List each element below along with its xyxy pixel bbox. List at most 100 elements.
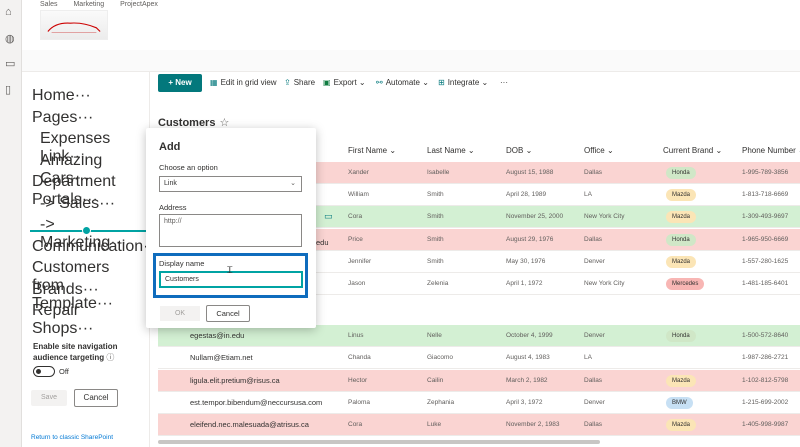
nav-item[interactable]: Department Portals··· (32, 173, 135, 209)
more-options-icon[interactable]: ··· (99, 195, 116, 212)
new-button[interactable]: + New (158, 74, 202, 92)
news-icon[interactable]: ▭ (5, 58, 16, 70)
column-header-phone-number[interactable]: Phone Number ⌄ (742, 146, 800, 155)
table-row[interactable]: Jason Zelenia April 1, 1972 New York City Me… (158, 273, 800, 295)
cell-phone: 1-813-718-6669 (742, 191, 789, 198)
more-options-icon[interactable]: ··· (69, 148, 86, 165)
column-header-first-name[interactable]: First Name ⌄ (348, 146, 397, 155)
table-row[interactable]: egestas@in.edu Linus Nelle October 4, 1999 D… (158, 325, 800, 347)
cell-office: Denver (584, 399, 605, 406)
more-options-icon[interactable]: ··· (74, 87, 91, 104)
edit-grid-button[interactable]: ▦ Edit in grid view (210, 78, 277, 87)
audience-targeting-toggle[interactable] (33, 366, 55, 377)
cell-first-name: Xander (348, 169, 369, 176)
column-header-current-brand[interactable]: Current Brand ⌄ (663, 146, 723, 155)
document-icon[interactable]: ▯ (5, 84, 12, 96)
home-icon[interactable]: ⌂ (5, 6, 12, 18)
chevron-down-icon: ⌄ (290, 180, 296, 187)
column-header-last-name[interactable]: Last Name ⌄ (427, 146, 475, 155)
more-actions-button[interactable]: ··· (500, 78, 508, 87)
nav-item[interactable]: Expenses Link··· (40, 130, 135, 166)
table-row[interactable]: Price Smith August 29, 1976 Dallas Honda 1-96… (158, 229, 800, 251)
nav-item[interactable]: Customers from Template··· (32, 259, 135, 313)
nav-item-label: Expenses Link (40, 130, 111, 165)
nav-insert-point[interactable] (82, 226, 91, 235)
cell-email: est.tempor.bibendum@neccursusa.com (190, 398, 323, 407)
nav-item[interactable]: Brands··· (32, 281, 135, 299)
table-row[interactable]: ligula.elit.pretium@risus.ca Hector Cailin… (158, 370, 800, 392)
comment-icon[interactable]: ▭ (324, 211, 333, 221)
more-options-icon[interactable]: ··· (77, 320, 94, 337)
nav-item-label: Pages (32, 109, 78, 126)
integrate-button[interactable]: ⊞ Integrate ⌄ (438, 78, 489, 87)
nav-item[interactable]: -> Sales··· (40, 195, 135, 213)
ok-button[interactable]: OK (160, 306, 200, 321)
export-button[interactable]: ▣ Export ⌄ (323, 78, 366, 87)
address-label: Address (159, 203, 187, 212)
cell-dob: November 2, 1983 (506, 421, 560, 428)
cell-last-name: Giacomo (427, 354, 454, 361)
cell-phone: 1-965-950-6669 (742, 236, 789, 243)
table-row[interactable]: Xander Isabelle August 15, 1988 Dallas Honda… (158, 162, 800, 184)
column-header-dob[interactable]: DOB ⌄ (506, 146, 533, 155)
nav-item[interactable]: Communication··· (32, 238, 159, 256)
cell-email: ligula.elit.pretium@risus.ca (190, 376, 280, 385)
share-button[interactable]: ⇪ Share (284, 78, 316, 87)
cell-first-name: William (348, 191, 369, 198)
nav-item-label: Communication (32, 238, 144, 255)
more-options-icon[interactable]: ··· (82, 281, 99, 298)
address-input[interactable]: http:// (159, 214, 302, 247)
return-classic-link[interactable]: Return to classic SharePoint (31, 434, 114, 441)
more-options-icon[interactable]: ··· (96, 295, 113, 312)
cell-last-name: Nelle (427, 332, 442, 339)
nav-item[interactable]: Home··· (32, 87, 135, 105)
display-name-label: Display name (159, 259, 205, 268)
globe-icon[interactable]: ◍ (5, 33, 15, 45)
site-logo[interactable] (40, 10, 108, 40)
cell-first-name: Price (348, 236, 363, 243)
audience-targeting-title: Enable site navigation audience targetin… (33, 342, 118, 362)
table-row[interactable]: est.tempor.bibendum@neccursusa.com Paloma… (158, 392, 800, 414)
brand-badge: Mazda (666, 189, 697, 201)
brand-badge: Honda (666, 234, 696, 246)
brand-badge: Mercedes (666, 278, 705, 290)
display-name-input[interactable]: Customers (159, 271, 303, 288)
table-row[interactable]: William Smith April 28, 1989 LA Mazda 1-813-7… (158, 184, 800, 206)
toggle-state-label: Off (59, 367, 69, 376)
nav-item-label: Department Portals (32, 173, 116, 208)
text-cursor-icon: Ꮖ (227, 265, 233, 275)
more-options-icon[interactable]: ··· (73, 170, 90, 187)
cell-phone: 1-481-185-6401 (742, 280, 789, 287)
nav-item-label: -> Sales (40, 195, 100, 212)
cell-office: Denver (584, 258, 605, 265)
integrate-icon: ⊞ (438, 78, 445, 87)
column-header-office[interactable]: Office ⌄ (584, 146, 614, 155)
nav-cancel-button[interactable]: Cancel (74, 389, 118, 407)
cell-office: LA (584, 191, 592, 198)
nav-save-button[interactable]: Save (31, 390, 67, 406)
more-options-icon[interactable]: ··· (110, 234, 127, 251)
panel-cancel-button[interactable]: Cancel (206, 305, 250, 322)
info-icon[interactable]: ⓘ (106, 353, 115, 362)
hub-link-sales[interactable]: Sales (40, 1, 58, 8)
chevron-down-icon: ⌄ (358, 78, 366, 87)
cell-first-name: Jason (348, 280, 366, 287)
more-options-icon[interactable]: ··· (77, 109, 94, 126)
table-row[interactable]: eleifend.nec.malesuada@atrisus.ca Cora Luk… (158, 414, 800, 436)
automate-button[interactable]: ⚯ Automate ⌄ (376, 78, 429, 87)
horizontal-scrollbar[interactable] (158, 440, 600, 444)
favorite-star-icon[interactable]: ☆ (219, 117, 230, 129)
nav-item[interactable]: Pages··· (32, 109, 135, 127)
nav-item[interactable]: Repair Shops··· (32, 302, 135, 338)
site-navigation (22, 72, 150, 447)
table-row[interactable]: Jennifer Smith May 30, 1976 Denver Mazda 1-55… (158, 251, 800, 273)
option-dropdown[interactable]: Link ⌄ (159, 176, 302, 192)
hub-link-marketing[interactable]: Marketing (73, 1, 105, 8)
hub-link-projectapex[interactable]: ProjectApex (120, 1, 158, 8)
nav-item[interactable]: -> Marketing··· (40, 216, 135, 252)
table-row[interactable]: Cora Smith November 25, 2000 New York City M… (158, 206, 800, 228)
table-row[interactable]: Nullam@Etiam.net Chanda Giacomo August 4, 1… (158, 347, 800, 369)
more-options-icon[interactable]: ··· (81, 191, 98, 208)
nav-item[interactable]: Amazing Cars··· (40, 152, 135, 188)
partial-email-text: edu (316, 238, 329, 247)
